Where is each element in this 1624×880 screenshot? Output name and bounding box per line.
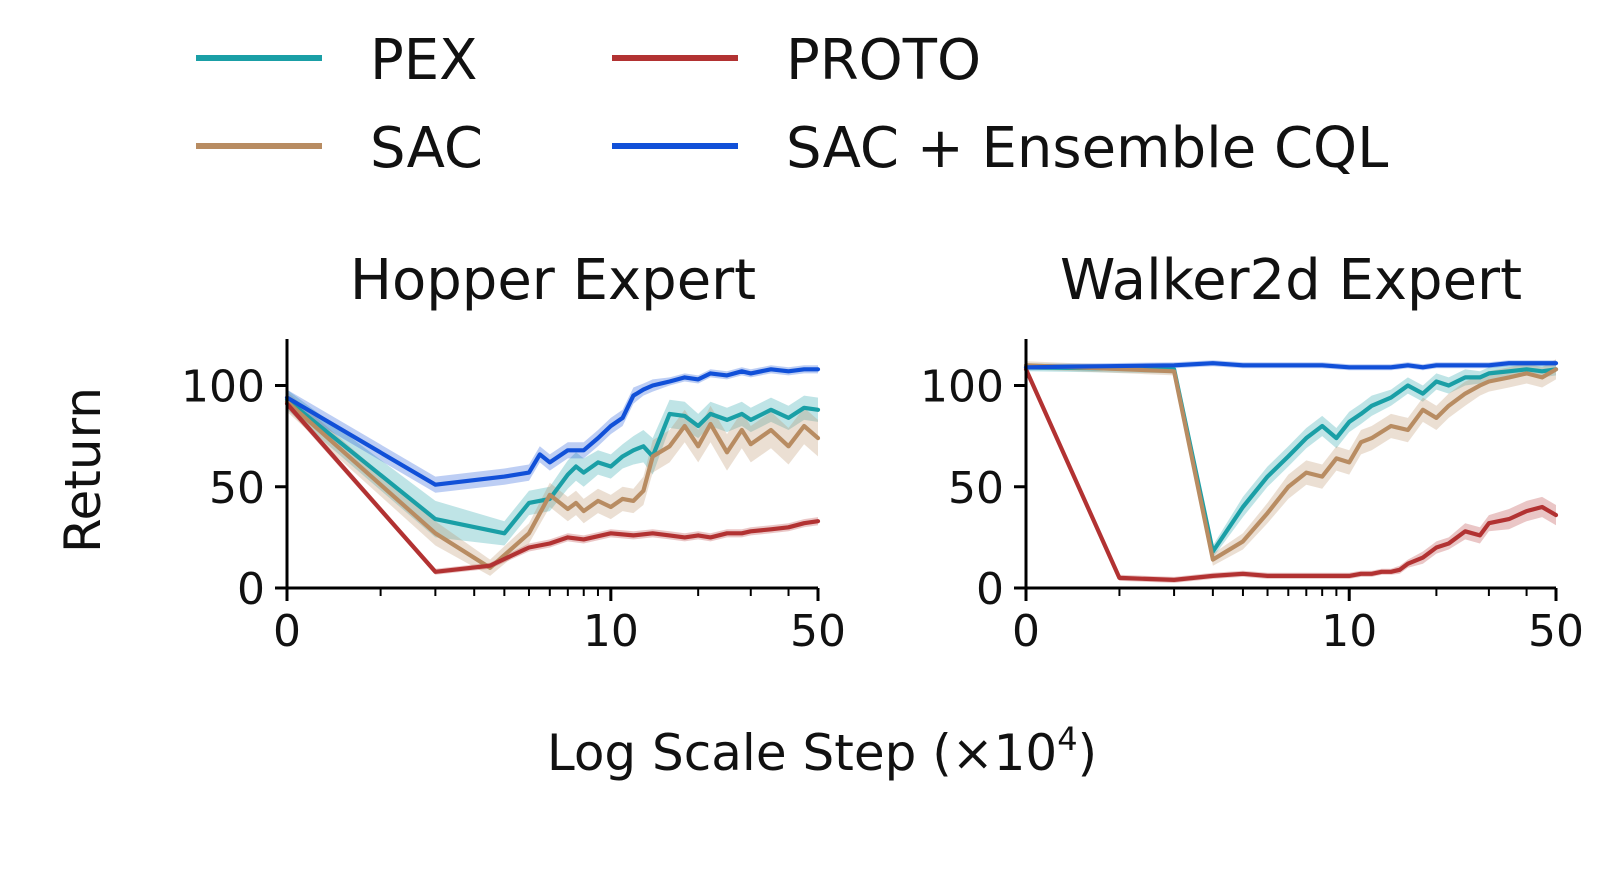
legend-entry-proto: PROTO [612, 28, 981, 93]
series-line-sac [284, 399, 821, 570]
legend-label-sac: SAC [370, 116, 483, 181]
y-tick-label: 50 [209, 463, 265, 514]
y-tick-label: 100 [181, 362, 265, 413]
y-tick-label: 50 [948, 463, 1004, 514]
chart-title: Walker2d Expert [1060, 248, 1522, 313]
chart-walker2d-expert: Walker2d Expert 0 50 100 0 10 50 [920, 248, 1584, 657]
x-tick-label: 50 [790, 606, 846, 657]
x-tick-label: 10 [583, 606, 639, 657]
x-tick-label: 50 [1528, 606, 1584, 657]
series-line-sac-ensemble-cql [1023, 361, 1559, 370]
y-tick-label: 0 [976, 564, 1004, 615]
legend-label-sac-ensemble-cql: SAC + Ensemble CQL [786, 116, 1388, 181]
series-line-sac [1023, 363, 1559, 562]
y-axis-label: Return [54, 387, 112, 553]
x-tick-label: 0 [1012, 606, 1040, 657]
series-line-pex [1023, 365, 1559, 554]
series-line-sac-ensemble-cql [284, 367, 821, 487]
band-pex [1026, 363, 1556, 558]
y-tick-label: 0 [237, 564, 265, 615]
legend: PEX SAC PROTO SAC + Ensemble CQL [196, 28, 1388, 181]
legend-label-proto: PROTO [786, 28, 981, 93]
band-proto [287, 399, 818, 575]
legend-entry-sac-ensemble-cql: SAC + Ensemble CQL [612, 116, 1388, 181]
y-tick-label: 100 [920, 362, 1004, 413]
legend-entry-pex: PEX [196, 28, 478, 93]
legend-entry-sac: SAC [196, 116, 483, 181]
x-axis-label-exponent: 4 [1057, 720, 1077, 758]
band-sac [287, 391, 818, 576]
chart-hopper-expert: Hopper Expert 0 50 100 0 10 50 [181, 248, 846, 657]
x-axis-label-main: Log Scale Step (×10 [547, 724, 1057, 782]
x-axis-label-close: ) [1078, 724, 1098, 782]
band-sac-ensemble-cql [287, 365, 818, 493]
chart-title: Hopper Expert [350, 248, 756, 313]
x-axis-label: Log Scale Step (×104) [547, 720, 1097, 782]
series-line-proto [1023, 367, 1559, 583]
x-tick-label: 0 [273, 606, 301, 657]
legend-label-pex: PEX [370, 28, 478, 93]
series-line-proto [284, 401, 821, 574]
x-tick-label: 10 [1321, 606, 1377, 657]
